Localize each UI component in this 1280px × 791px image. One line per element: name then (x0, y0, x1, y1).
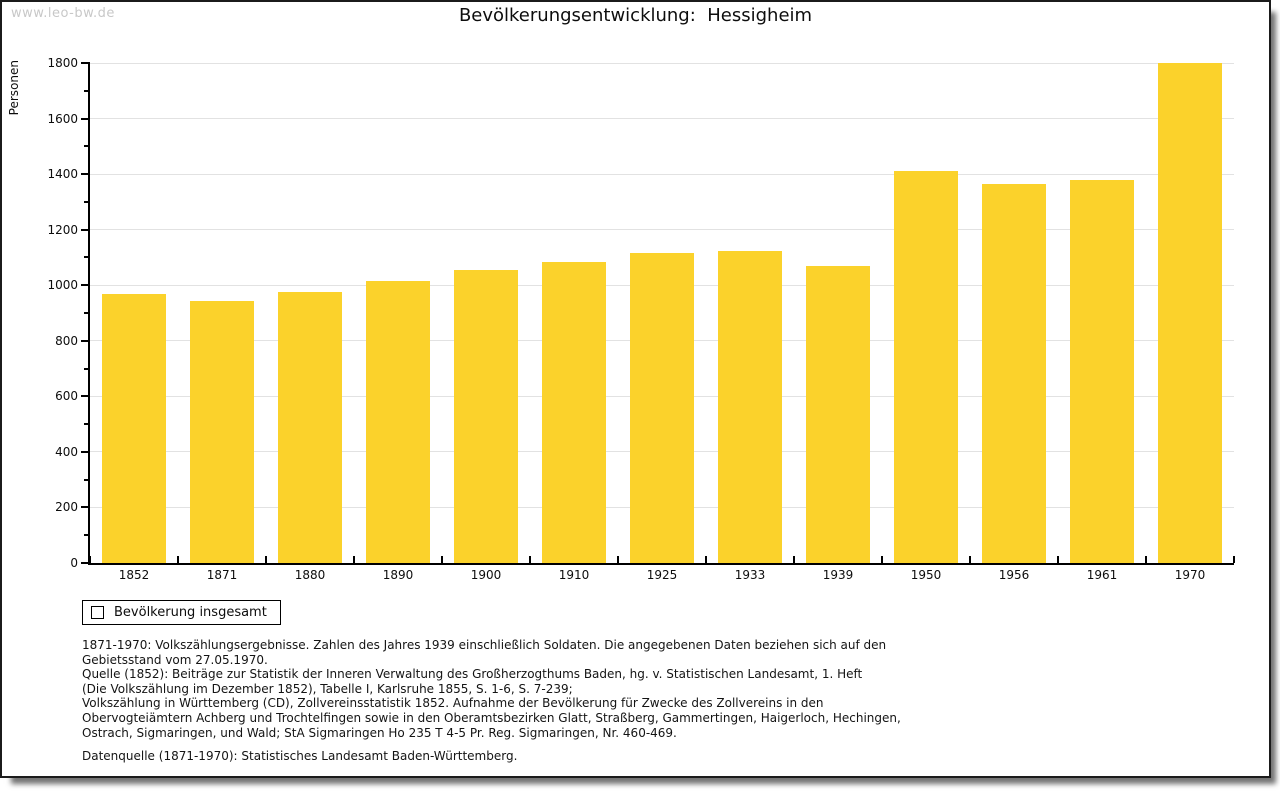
bar (806, 265, 870, 563)
x-axis-tick (969, 556, 971, 563)
legend-box: Bevölkerung insgesamt (82, 600, 281, 625)
x-tick-label: 1939 (822, 568, 854, 582)
x-axis-tick (881, 556, 883, 563)
grid-line (90, 229, 1234, 231)
x-tick-label: 1970 (1174, 568, 1206, 582)
x-axis-tick (1145, 556, 1147, 563)
x-tick-label: 1956 (998, 568, 1030, 582)
data-source-line: Datenquelle (1871-1970): Statistisches L… (82, 749, 518, 764)
y-tick-minor (84, 423, 90, 426)
grid-line (90, 118, 1234, 120)
y-tick-minor (84, 478, 90, 481)
x-axis-tick (89, 556, 91, 563)
x-tick-label: 1890 (382, 568, 414, 582)
bar (366, 281, 430, 563)
footnotes: 1871-1970: Volkszählungsergebnisse. Zahl… (82, 638, 901, 764)
y-tick-label: 200 (55, 500, 78, 515)
x-tick-label: 1910 (558, 568, 590, 582)
y-tick-label: 1200 (47, 222, 78, 237)
x-axis-tick (441, 556, 443, 563)
plot-area (89, 62, 1235, 563)
chart-area: www.leo-bw.de Bevölkerungsentwicklung: H… (2, 2, 1269, 776)
x-tick-label: 1852 (118, 568, 150, 582)
y-tick-major (81, 62, 90, 64)
y-tick-label: 1800 (47, 56, 78, 70)
x-tick-label: 1961 (1086, 568, 1118, 582)
x-axis-tick (529, 556, 531, 563)
footnote-line: Quelle (1852): Beiträge zur Statistik de… (82, 667, 863, 682)
bar (278, 292, 342, 563)
x-axis-tick (793, 556, 795, 563)
x-tick-label: 1880 (294, 568, 326, 582)
y-tick-minor (84, 534, 90, 537)
y-tick-minor (84, 145, 90, 148)
footnote-line: Obervogteiämtern Achberg und Trochtelfin… (82, 710, 901, 725)
page-title: Bevölkerungsentwicklung: Hessigheim (458, 5, 813, 26)
footnote-line: Volkszählung in Württemberg (CD), Zollve… (82, 696, 824, 711)
bar (102, 293, 166, 563)
x-axis-tick (1057, 556, 1059, 563)
x-tick-label: 1871 (206, 568, 238, 582)
watermark: www.leo-bw.de (11, 6, 115, 21)
footnote-line: 1871-1970: Volkszählungsergebnisse. Zahl… (82, 638, 887, 652)
y-tick-minor (84, 256, 90, 259)
bar (454, 269, 518, 563)
x-axis-tick (617, 556, 619, 563)
bar (630, 253, 694, 563)
y-tick-label: 400 (55, 444, 78, 459)
footnote-line: Gebietsstand vom 27.05.1970. (82, 652, 268, 667)
x-axis-line (88, 563, 1234, 565)
y-tick-minor (84, 200, 90, 203)
chart-page: www.leo-bw.de Bevölkerungsentwicklung: H… (0, 0, 1271, 778)
bar (982, 183, 1046, 563)
y-tick-major (81, 395, 90, 398)
y-tick-major (81, 117, 90, 120)
y-tick-minor (84, 89, 90, 92)
x-axis-tick (1233, 556, 1235, 563)
footnote-line: Ostrach, Sigmaringen, und Wald; StA Sigm… (82, 725, 677, 740)
y-tick-major (81, 339, 90, 342)
bar (542, 261, 606, 563)
bar (718, 250, 782, 563)
x-axis-tick (265, 556, 267, 563)
footnote-block: 1871-1970: Volkszählungsergebnisse. Zahl… (82, 638, 901, 740)
x-tick-label: 1925 (646, 568, 678, 582)
legend-label: Bevölkerung insgesamt (114, 605, 267, 620)
y-tick-label: 800 (55, 333, 78, 348)
y-tick-major (81, 228, 90, 231)
y-tick-label: 1600 (47, 111, 78, 126)
x-tick-label: 1900 (470, 568, 502, 582)
y-tick-minor (84, 367, 90, 370)
bar (1158, 63, 1222, 563)
x-tick-label: 1933 (734, 568, 766, 582)
bar (1070, 179, 1134, 563)
y-tick-label: 0 (70, 556, 78, 570)
x-axis-tick (353, 556, 355, 563)
y-tick-minor (84, 312, 90, 314)
y-tick-major (81, 284, 90, 287)
bar (190, 300, 254, 563)
grid-line (90, 62, 1234, 64)
y-tick-label: 600 (55, 389, 78, 404)
x-axis-tick (705, 556, 707, 563)
y-tick-major (81, 173, 90, 176)
bar (894, 171, 958, 563)
y-axis-line (88, 63, 90, 565)
grid-line (90, 173, 1234, 175)
legend-swatch-icon (91, 606, 104, 619)
y-tick-label: 1000 (47, 278, 78, 293)
y-tick-major (81, 506, 90, 509)
y-tick-label: 1400 (47, 167, 78, 182)
x-axis-tick (177, 556, 179, 563)
y-tick-major (81, 450, 90, 453)
footnote-line: (Die Volkszählung im Dezember 1852), Tab… (82, 681, 573, 696)
y-tick-major (81, 562, 90, 564)
x-tick-label: 1950 (910, 568, 942, 582)
